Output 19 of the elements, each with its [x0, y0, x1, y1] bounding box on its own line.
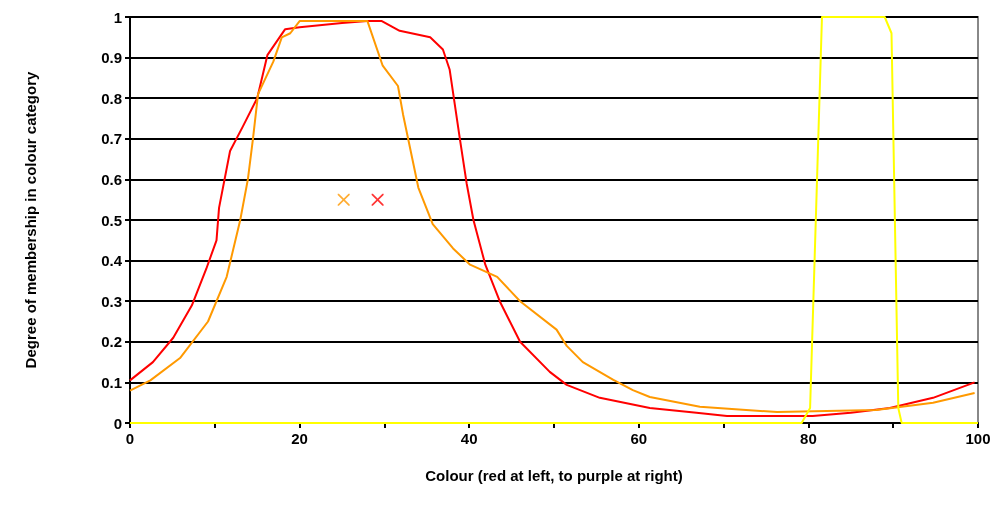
x-tick-label: 80 [800, 430, 817, 447]
y-tick-label: 0.2 [101, 333, 122, 351]
x-tick-label: 20 [291, 430, 308, 447]
y-tick-label: 0.5 [101, 211, 122, 229]
x-tick-label: 0 [125, 430, 135, 447]
y-axis-title: Degree of membership in colour category [21, 70, 39, 369]
y-tick-label: 0.3 [101, 292, 122, 310]
y-tick-label: 0.4 [101, 252, 123, 270]
y-tick-label: 0.9 [101, 49, 122, 67]
y-tick-label: 0.1 [101, 373, 122, 391]
x-tick-label: 60 [630, 430, 648, 447]
x-axis-title: Colour (red at left, to purple at right) [425, 466, 683, 484]
y-tick-label: 0.6 [101, 170, 122, 188]
y-tick-label: 0.7 [101, 130, 122, 148]
x-tick-label: 100 [965, 430, 991, 447]
y-tick-label: 0 [113, 414, 122, 432]
x-tick-label: 40 [460, 430, 478, 447]
y-tick-label: 1 [113, 8, 122, 26]
y-tick-label: 0.8 [101, 89, 122, 107]
